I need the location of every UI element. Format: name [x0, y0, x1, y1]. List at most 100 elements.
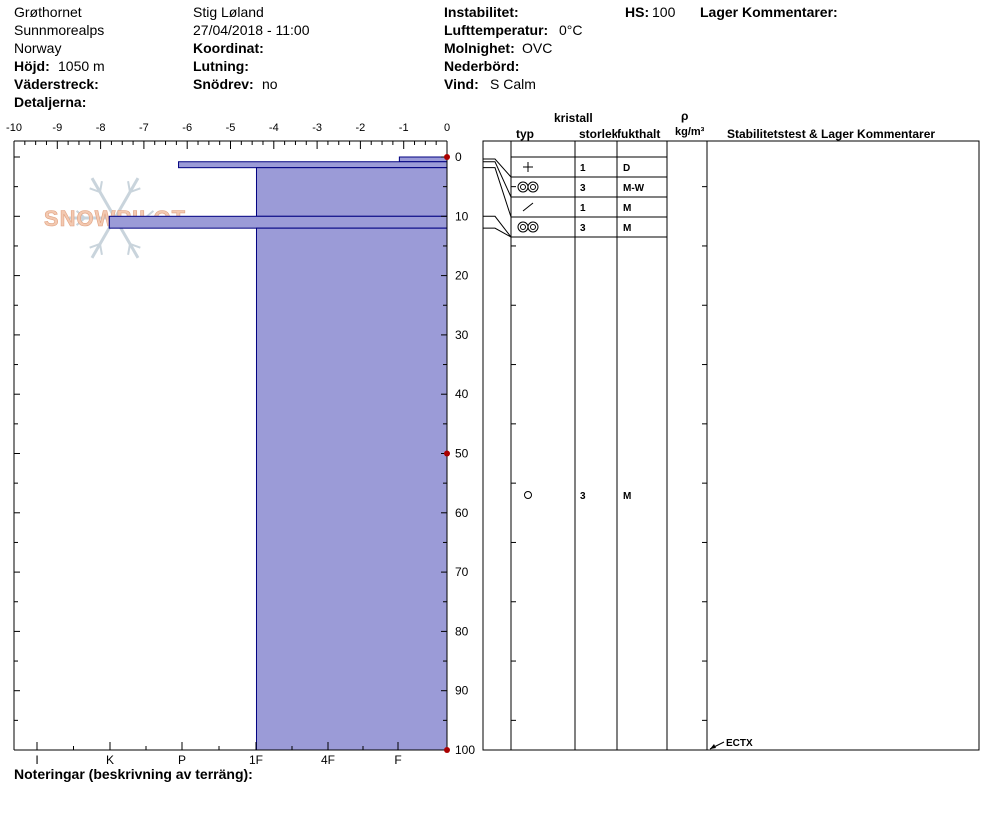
logo-snowflake-branch	[89, 187, 101, 193]
grain-size: 3	[580, 491, 586, 502]
coord-label: Koordinat:	[193, 40, 264, 56]
moisture: M	[623, 203, 631, 214]
temp-tick-label: -4	[269, 122, 279, 134]
logo-snowflake-branch	[129, 243, 141, 249]
moisture: M	[623, 491, 631, 502]
hardness-tick-label: K	[106, 753, 114, 767]
moisture: M-W	[623, 183, 645, 194]
temp-tick-label: 0	[444, 122, 450, 134]
instability-label: Instabilitet:	[444, 4, 519, 20]
wind-loading-label: Snödrev:	[193, 76, 254, 92]
temp-tick-label: -8	[96, 122, 106, 134]
temp-tick-label: -5	[226, 122, 236, 134]
logo-snowflake-branch	[75, 217, 86, 226]
header-stability: Stabilitetstest & Lager Kommentarer	[727, 127, 936, 141]
air-temp-label: Lufttemperatur:	[444, 22, 549, 38]
sky-value: OVC	[522, 40, 553, 56]
grain-rounds-icon	[520, 224, 526, 230]
depth-tick-label: 80	[455, 624, 469, 638]
grain-size: 3	[580, 223, 586, 234]
notes-label: Noteringar (beskrivning av terräng):	[14, 766, 253, 782]
temp-tick-label: -10	[6, 122, 22, 134]
wind-label: Vind:	[444, 76, 479, 92]
grain-size: 1	[580, 203, 586, 214]
stability-test-label: ECTX	[726, 738, 753, 749]
layer-table: 1 D 3 M-W 1 M 3 M 3 M ECTX	[482, 140, 980, 751]
layer-comments-label: Lager Kommentarer:	[700, 4, 838, 20]
hardness-layers	[108, 156, 448, 751]
chart-axes: -10 -9 -8 -7 -6 -5 -4 -3 -2 -1 0I K P 1F 4F F0102030405…	[6, 122, 475, 767]
hardness-layer	[108, 215, 448, 229]
layer-connector	[483, 161, 512, 198]
header-typ: typ	[516, 127, 534, 141]
depth-tick-label: 10	[455, 209, 469, 223]
layer-connector	[483, 167, 512, 218]
header-density-unit: kg/m³	[675, 126, 705, 138]
grain-slash-icon	[522, 202, 534, 212]
country: Norway	[14, 40, 62, 56]
temp-tick-label: -7	[139, 122, 149, 134]
wind-loading-value: no	[262, 76, 278, 92]
logo-snowflake-arm	[90, 177, 117, 219]
elevation-value: 1050 m	[58, 58, 105, 74]
logo-snowflake-branch	[127, 181, 131, 193]
hardness-layer	[255, 227, 448, 751]
grain-rounds-icon	[530, 184, 536, 190]
hardness-layer	[255, 167, 448, 217]
logo-snowflake-branch	[129, 187, 141, 193]
hardness-tick-label: P	[178, 753, 186, 767]
header-rho: ρ	[681, 109, 689, 123]
grain-rounds-icon	[530, 224, 536, 230]
grain-rounds-icon	[520, 184, 526, 190]
hs-label: HS:	[625, 4, 650, 20]
hardness-layer	[398, 156, 448, 163]
temp-tick-label: -2	[356, 122, 366, 134]
header-storlek: storlek	[579, 127, 617, 141]
grain-circle-icon	[524, 491, 532, 500]
temperature-point	[444, 747, 450, 753]
moisture: M	[623, 223, 631, 234]
logo-snowflake-branch	[99, 243, 103, 255]
grain-size: 3	[580, 183, 586, 194]
hardness-tick-label: 1F	[249, 753, 263, 767]
depth-tick-label: 60	[455, 506, 469, 520]
location: Grøthornet	[14, 4, 82, 20]
sky-label: Molnighet:	[444, 40, 515, 56]
chart-frame	[13, 140, 448, 751]
hardness-tick-label: 4F	[321, 753, 335, 767]
layer-connector	[483, 215, 512, 238]
grain-rounds-icon	[517, 221, 529, 233]
temperature-point	[444, 450, 450, 457]
depth-tick-label: 100	[455, 743, 475, 757]
datetime: 27/04/2018 - 11:00	[193, 22, 310, 38]
header-kristall: kristall	[554, 111, 593, 125]
temp-tick-label: -3	[312, 122, 322, 134]
layer-connector	[483, 227, 512, 238]
grain-rounds-icon	[517, 181, 529, 193]
depth-tick-label: 40	[455, 387, 469, 401]
hardness-layer	[178, 161, 448, 169]
hs-value: 100	[652, 4, 676, 20]
logo-snowflake-branch	[127, 243, 131, 255]
hardness-tick-label: I	[35, 753, 38, 767]
stability-arrowhead	[710, 744, 716, 749]
air-temp-value: 0°C	[559, 22, 583, 38]
grain-rounds-icon	[527, 221, 539, 233]
table-border	[482, 140, 980, 751]
logo-snowflake-arm	[113, 177, 140, 219]
grain-rounds-icon	[527, 181, 539, 193]
temp-tick-label: -9	[52, 122, 62, 134]
temp-tick-label: -6	[182, 122, 192, 134]
details-label: Detaljerna:	[14, 94, 87, 110]
hardness-tick-label: F	[394, 753, 401, 767]
wind-value: S Calm	[490, 76, 536, 92]
moisture: D	[623, 163, 630, 174]
temperature-point	[444, 154, 450, 160]
logo-snowflake-branch	[75, 210, 86, 219]
aspect-label: Väderstreck:	[14, 76, 99, 92]
depth-tick-label: 30	[455, 328, 469, 342]
logo-snowflake-branch	[89, 243, 101, 249]
depth-tick-label: 50	[455, 447, 469, 461]
observer: Stig Løland	[193, 4, 264, 20]
